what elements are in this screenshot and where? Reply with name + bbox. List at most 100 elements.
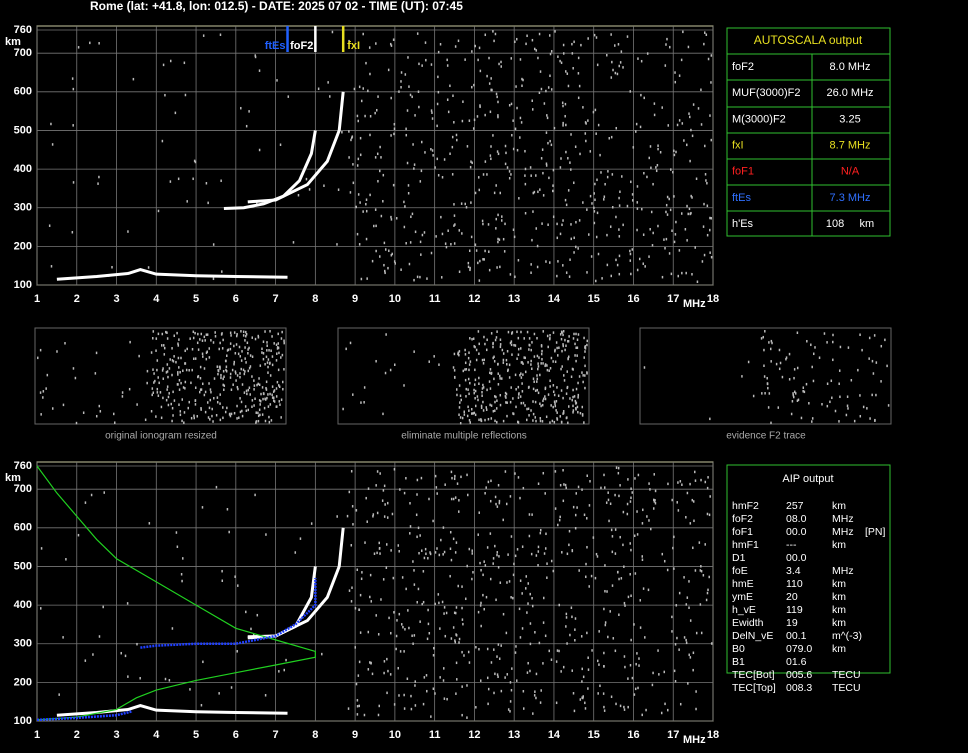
noise-dot — [633, 693, 636, 696]
noise-dot — [516, 548, 519, 551]
noise-dot — [471, 412, 473, 415]
noise-dot — [567, 156, 569, 160]
noise-dot — [489, 499, 492, 503]
noise-dot — [261, 351, 263, 354]
noise-dot — [500, 689, 503, 693]
noise-dot — [498, 62, 500, 66]
noise-dot — [653, 500, 656, 503]
noise-dot — [369, 661, 371, 664]
noise-dot — [522, 78, 524, 82]
marker-label: fxI — [347, 40, 360, 52]
noise-dot — [211, 414, 213, 418]
noise-dot — [378, 541, 380, 545]
noise-dot — [514, 344, 517, 347]
noise-dot — [573, 332, 575, 336]
noise-dot — [183, 421, 185, 424]
noise-dot — [416, 275, 419, 279]
noise-dot — [422, 570, 425, 573]
noise-dot — [528, 534, 531, 538]
noise-dot — [709, 495, 711, 498]
noise-dot — [499, 343, 502, 346]
noise-dot — [262, 352, 265, 355]
noise-dot — [62, 636, 64, 639]
noise-dot — [486, 647, 489, 651]
noise-dot — [779, 361, 782, 365]
noise-dot — [424, 151, 426, 154]
noise-dot — [546, 368, 549, 372]
noise-dot — [152, 391, 155, 394]
noise-dot — [461, 713, 463, 717]
noise-dot — [200, 703, 203, 707]
noise-dot — [511, 133, 513, 137]
noise-dot — [194, 357, 197, 360]
noise-dot — [502, 612, 505, 616]
noise-dot — [504, 470, 507, 473]
noise-dot — [162, 367, 164, 370]
noise-dot — [379, 472, 381, 475]
noise-dot — [443, 550, 446, 554]
x-tick-label: 1 — [34, 293, 40, 305]
noise-dot — [64, 342, 66, 345]
noise-dot — [197, 332, 199, 336]
thumbnail — [337, 327, 590, 425]
noise-dot — [571, 367, 574, 371]
noise-dot — [257, 411, 259, 415]
noise-dot — [243, 391, 246, 394]
noise-dot — [552, 384, 555, 387]
noise-dot — [196, 415, 199, 418]
noise-dot — [188, 400, 191, 404]
noise-dot — [572, 692, 575, 695]
noise-dot — [484, 113, 486, 117]
noise-dot — [219, 367, 221, 370]
noise-dot — [165, 398, 168, 402]
noise-dot — [467, 356, 470, 360]
noise-dot — [487, 223, 490, 226]
noise-dot — [191, 347, 194, 351]
noise-dot — [182, 557, 184, 560]
noise-dot — [234, 372, 237, 375]
noise-dot — [687, 212, 689, 216]
noise-dot — [546, 334, 549, 338]
x-axis-label: MHz — [683, 298, 706, 310]
noise-dot — [554, 30, 556, 33]
noise-dot — [675, 604, 678, 607]
noise-dot — [375, 484, 377, 487]
noise-dot — [573, 236, 575, 240]
noise-dot — [522, 401, 525, 405]
noise-dot — [422, 702, 425, 706]
noise-dot — [689, 115, 691, 119]
noise-dot — [586, 631, 588, 635]
noise-dot — [687, 45, 690, 49]
noise-dot — [623, 705, 625, 709]
noise-dot — [519, 373, 521, 377]
noise-dot — [267, 393, 269, 396]
noise-dot — [262, 340, 265, 343]
noise-dot — [540, 689, 542, 692]
noise-dot — [447, 110, 450, 114]
noise-dot — [846, 404, 849, 408]
noise-dot — [253, 379, 255, 382]
noise-dot — [184, 387, 186, 390]
noise-dot — [139, 676, 141, 680]
noise-dot — [136, 642, 138, 646]
noise-dot — [251, 405, 253, 409]
noise-dot — [710, 138, 713, 142]
noise-dot — [236, 385, 239, 389]
noise-dot — [834, 409, 837, 413]
noise-dot — [805, 382, 808, 386]
noise-dot — [663, 559, 666, 563]
noise-dot — [449, 84, 451, 88]
noise-dot — [84, 501, 87, 504]
noise-dot — [437, 593, 440, 596]
noise-dot — [506, 401, 508, 404]
noise-dot — [524, 404, 526, 407]
noise-dot — [390, 44, 393, 47]
noise-dot — [512, 412, 514, 415]
noise-dot — [171, 373, 173, 377]
noise-dot — [426, 637, 429, 641]
noise-dot — [674, 643, 677, 646]
noise-dot — [509, 681, 512, 684]
noise-dot — [434, 551, 437, 554]
noise-dot — [651, 683, 654, 687]
noise-dot — [478, 418, 480, 422]
